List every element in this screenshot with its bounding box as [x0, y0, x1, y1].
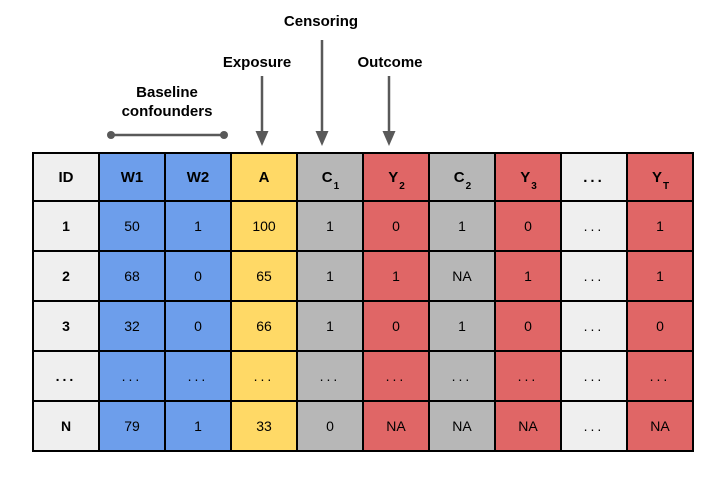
cell-c1-row4: ...: [296, 350, 364, 402]
column-header-yt: YT: [626, 152, 694, 202]
cell-ellipsis-row4: ...: [560, 350, 628, 402]
cell-w2-row3: 0: [164, 300, 232, 352]
cell-y3-row3: 0: [494, 300, 562, 352]
cell-y2-row2: 1: [362, 250, 430, 302]
cell-c2-row5: NA: [428, 400, 496, 452]
annotation-arrows: [107, 40, 396, 146]
column-header-y3: Y3: [494, 152, 562, 202]
cell-c1-row1: 1: [296, 200, 364, 252]
baseline-confounders-label: Baseline confounders: [102, 83, 232, 121]
cell-c2-row2: NA: [428, 250, 496, 302]
cell-id-row4: ...: [32, 350, 100, 402]
cell-id-row2: 2: [32, 250, 100, 302]
cell-y3-row4: ...: [494, 350, 562, 402]
column-header-w2: W2: [164, 152, 232, 202]
cell-c1-row3: 1: [296, 300, 364, 352]
table-row-5: N 79 1 33 0 NA NA NA... NA: [32, 400, 694, 452]
cell-w2-row5: 1: [164, 400, 232, 452]
cell-w1-row5: 79: [98, 400, 166, 452]
cell-w1-row3: 32: [98, 300, 166, 352]
table-row-3: 3 32 0 66 1 0 1 0... 0: [32, 300, 694, 352]
cell-a-row4: ...: [230, 350, 298, 402]
cell-w1-row4: ...: [98, 350, 166, 402]
table-row-1: 1 50 1 100 1 0 1 0... 1: [32, 200, 694, 252]
cell-id-row1: 1: [32, 200, 100, 252]
cell-w2-row2: 0: [164, 250, 232, 302]
outcome-arrow: [382, 76, 396, 146]
cell-w2-row1: 1: [164, 200, 232, 252]
cell-id-row5: N: [32, 400, 100, 452]
cell-y2-row1: 0: [362, 200, 430, 252]
cell-ellipsis-row3: ...: [560, 300, 628, 352]
baseline-span-line: [107, 131, 228, 139]
column-header-c2: C2: [428, 152, 496, 202]
cell-y2-row4: ...: [362, 350, 430, 402]
exposure-label: Exposure: [222, 54, 292, 71]
column-header-y2: Y2: [362, 152, 430, 202]
outcome-label: Outcome: [357, 54, 423, 71]
cell-c2-row3: 1: [428, 300, 496, 352]
column-header-c1: C1: [296, 152, 364, 202]
cell-yt-row2: 1: [626, 250, 694, 302]
cell-c1-row5: 0: [296, 400, 364, 452]
column-header-w1: W1: [98, 152, 166, 202]
table-row-4: ..............................: [32, 350, 694, 402]
table-row-2: 2 68 0 65 1 1 NA 1... 1: [32, 250, 694, 302]
column-header-ellipsis: ...: [560, 152, 628, 202]
column-header-a: A: [230, 152, 298, 202]
cell-yt-row4: ...: [626, 350, 694, 402]
cell-ellipsis-row1: ...: [560, 200, 628, 252]
cell-ellipsis-row5: ...: [560, 400, 628, 452]
cell-id-row3: 3: [32, 300, 100, 352]
header-row: ID W1 W2 A C1 Y2 C2 Y3... YT: [32, 152, 694, 202]
cell-a-row3: 66: [230, 300, 298, 352]
cell-w1-row1: 50: [98, 200, 166, 252]
table-body: 1 50 1 100 1 0 1 0... 1 2 68 0 65 1 1 NA 1... 1 3 32 0 66 1 0 1 0…: [32, 200, 694, 452]
cell-w1-row2: 68: [98, 250, 166, 302]
data-table: ID W1 W2 A C1 Y2 C2 Y3... YT 1 50 1 100 1 0 1 0... 1 2 68 0…: [32, 152, 694, 452]
cell-ellipsis-row2: ...: [560, 250, 628, 302]
cell-y3-row5: NA: [494, 400, 562, 452]
cell-yt-row5: NA: [626, 400, 694, 452]
cell-y2-row3: 0: [362, 300, 430, 352]
cell-a-row2: 65: [230, 250, 298, 302]
column-header-id: ID: [32, 152, 100, 202]
cell-yt-row1: 1: [626, 200, 694, 252]
baseline-label-line2: confounders: [121, 103, 213, 120]
cell-y3-row2: 1: [494, 250, 562, 302]
censoring-label: Censoring: [283, 13, 359, 30]
cell-y2-row5: NA: [362, 400, 430, 452]
cell-w2-row4: ...: [164, 350, 232, 402]
cell-a-row1: 100: [230, 200, 298, 252]
exposure-arrow: [255, 76, 269, 146]
cell-c2-row4: ...: [428, 350, 496, 402]
baseline-label-line1: Baseline: [136, 84, 198, 101]
cell-yt-row3: 0: [626, 300, 694, 352]
cell-y3-row1: 0: [494, 200, 562, 252]
cell-c2-row1: 1: [428, 200, 496, 252]
censoring-arrow: [315, 40, 329, 146]
cell-a-row5: 33: [230, 400, 298, 452]
cell-c1-row2: 1: [296, 250, 364, 302]
